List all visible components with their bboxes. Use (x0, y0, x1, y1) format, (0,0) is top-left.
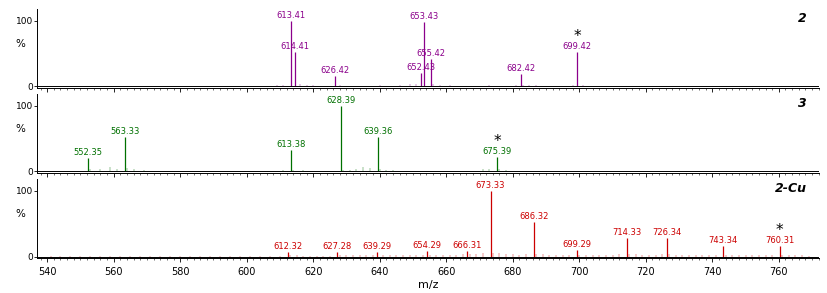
Text: 614.41: 614.41 (280, 42, 309, 51)
Text: 654.29: 654.29 (413, 241, 442, 250)
Text: 613.41: 613.41 (277, 11, 306, 20)
Text: 743.34: 743.34 (709, 236, 738, 245)
Y-axis label: %: % (15, 39, 25, 49)
Text: 563.33: 563.33 (110, 127, 140, 136)
Text: 686.32: 686.32 (519, 212, 548, 222)
Text: 673.33: 673.33 (476, 181, 505, 190)
Y-axis label: %: % (15, 209, 25, 219)
Text: 612.32: 612.32 (273, 242, 302, 251)
Text: *: * (776, 223, 784, 238)
Text: 699.29: 699.29 (562, 240, 591, 249)
Text: 2: 2 (798, 12, 807, 25)
Text: 726.34: 726.34 (653, 228, 681, 237)
Text: 3: 3 (798, 97, 807, 110)
Text: 675.39: 675.39 (483, 147, 512, 156)
Text: 639.29: 639.29 (363, 242, 392, 251)
Text: 655.42: 655.42 (417, 49, 446, 58)
Text: 639.36: 639.36 (363, 127, 392, 136)
Text: 652.43: 652.43 (407, 63, 436, 72)
Text: 682.42: 682.42 (506, 64, 535, 74)
Text: 2-Cu: 2-Cu (775, 182, 807, 195)
Text: *: * (494, 134, 501, 149)
Text: 653.43: 653.43 (410, 12, 439, 21)
Text: *: * (574, 29, 581, 44)
X-axis label: m/z: m/z (418, 280, 438, 290)
Text: 714.33: 714.33 (612, 228, 642, 237)
Text: 699.42: 699.42 (563, 42, 592, 51)
Text: 552.35: 552.35 (74, 148, 103, 157)
Text: 760.31: 760.31 (765, 236, 795, 245)
Text: 666.31: 666.31 (452, 241, 482, 250)
Text: 613.38: 613.38 (276, 140, 306, 149)
Text: 626.42: 626.42 (320, 66, 349, 75)
Text: 628.39: 628.39 (327, 96, 356, 105)
Y-axis label: %: % (15, 124, 25, 134)
Text: 627.28: 627.28 (323, 242, 352, 251)
